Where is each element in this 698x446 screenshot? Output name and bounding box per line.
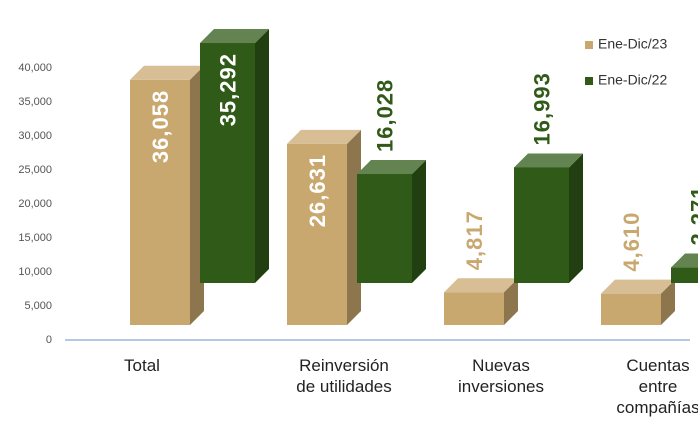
x-tick-label: Reinversión de utilidades: [296, 356, 392, 396]
y-tick-label: 10,000: [18, 266, 52, 278]
bar-side: [569, 153, 583, 283]
bar: [357, 160, 426, 283]
bar-side: [255, 29, 269, 283]
y-tick-label: 5,000: [24, 300, 52, 312]
legend-label: Ene-Dic/23: [598, 36, 667, 52]
x-tick-label: Total: [124, 356, 160, 375]
y-tick-label: 35,000: [18, 96, 52, 108]
bar-front: [287, 143, 347, 325]
bar-side: [661, 279, 675, 325]
bar-front: [130, 79, 190, 325]
x-tick-label: Cuentas entre compañías: [616, 356, 698, 417]
bar-top: [601, 279, 675, 294]
y-tick-label: 20,000: [18, 198, 52, 210]
legend-swatch: [585, 77, 593, 85]
bar: [444, 278, 518, 325]
value-label: 2,271: [686, 185, 698, 245]
legend-label: Ene-Dic/22: [598, 72, 667, 88]
bar-top: [357, 160, 426, 175]
bar-top: [287, 129, 361, 144]
bar-front: [444, 292, 504, 325]
bar-side: [504, 278, 518, 325]
bar-front: [601, 293, 661, 325]
x-tick-label: Nuevas inversiones: [458, 356, 544, 396]
bar-front: [357, 174, 412, 283]
bar-front: [514, 167, 569, 283]
value-label: 4,817: [462, 210, 487, 270]
y-tick-label: 0: [46, 334, 52, 346]
bar-top: [200, 29, 269, 44]
y-tick-label: 15,000: [18, 232, 52, 244]
bar-top: [130, 65, 204, 80]
bar-top: [671, 253, 698, 268]
bar: [671, 253, 698, 283]
value-label: 36,058: [148, 90, 173, 163]
bar-top: [444, 278, 518, 293]
bar-top: [514, 153, 583, 168]
y-tick-label: 25,000: [18, 164, 52, 176]
bar: [601, 279, 675, 325]
bar: [287, 129, 361, 325]
value-label: 16,028: [372, 79, 397, 152]
value-label: 16,993: [529, 72, 554, 145]
value-label: 26,631: [305, 154, 330, 227]
bar: [200, 29, 269, 283]
bar: [514, 153, 583, 283]
bar-front: [200, 43, 255, 283]
bar-side: [412, 160, 426, 283]
value-label: 35,292: [215, 53, 240, 126]
legend-swatch: [585, 41, 593, 49]
bar-front: [671, 267, 698, 283]
y-tick-label: 30,000: [18, 130, 52, 142]
value-label: 4,610: [619, 212, 644, 272]
y-tick-label: 40,000: [18, 62, 52, 74]
